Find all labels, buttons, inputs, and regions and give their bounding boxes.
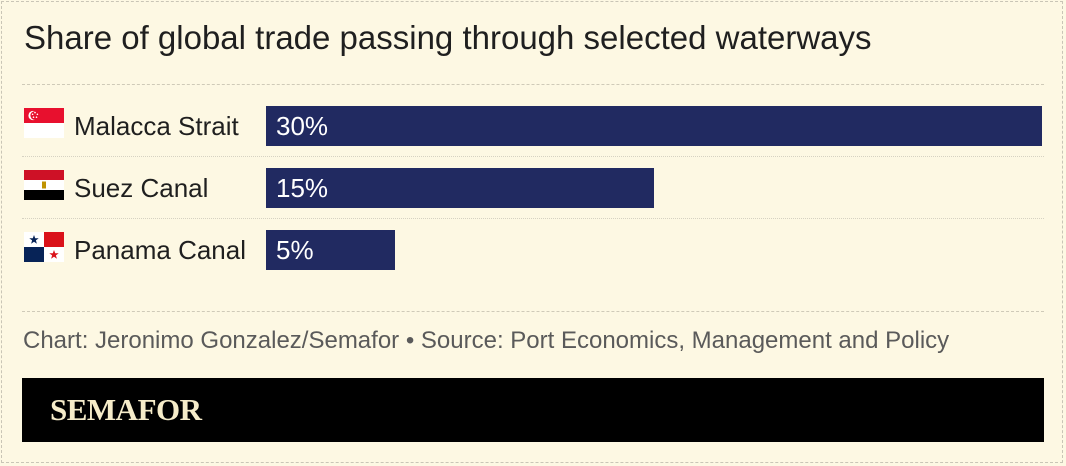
row-divider [22, 218, 1044, 219]
bar-malacca-strait [266, 106, 1042, 146]
panama-flag-icon [24, 232, 64, 262]
chart-title: Share of global trade passing through se… [24, 19, 872, 56]
title-divider [22, 84, 1044, 85]
row-divider [22, 156, 1044, 157]
bar-chart: Malacca Strait Suez Canal Panama Canal 3… [22, 106, 1044, 270]
bar-value-label-suez-canal: 15% [276, 173, 329, 203]
bar-value-label-malacca-strait: 30% [276, 111, 329, 141]
category-label-panama-canal: Panama Canal [74, 235, 246, 265]
bar-value-label-panama-canal: 5% [276, 235, 314, 265]
category-label-malacca-strait: Malacca Strait [74, 111, 239, 141]
category-label-suez-canal: Suez Canal [74, 173, 209, 203]
source-credit: Chart: Jeronimo Gonzalez/Semafor • Sourc… [23, 327, 950, 354]
singapore-flag-icon [24, 108, 64, 138]
brand-footer: SEMAFOR [22, 378, 1044, 442]
bar-suez-canal [266, 168, 654, 208]
chart-bottom-divider [22, 311, 1044, 312]
semafor-logo[interactable]: SEMAFOR [50, 392, 202, 427]
bar-panama-canal [266, 230, 395, 270]
egypt-flag-icon [24, 170, 64, 200]
